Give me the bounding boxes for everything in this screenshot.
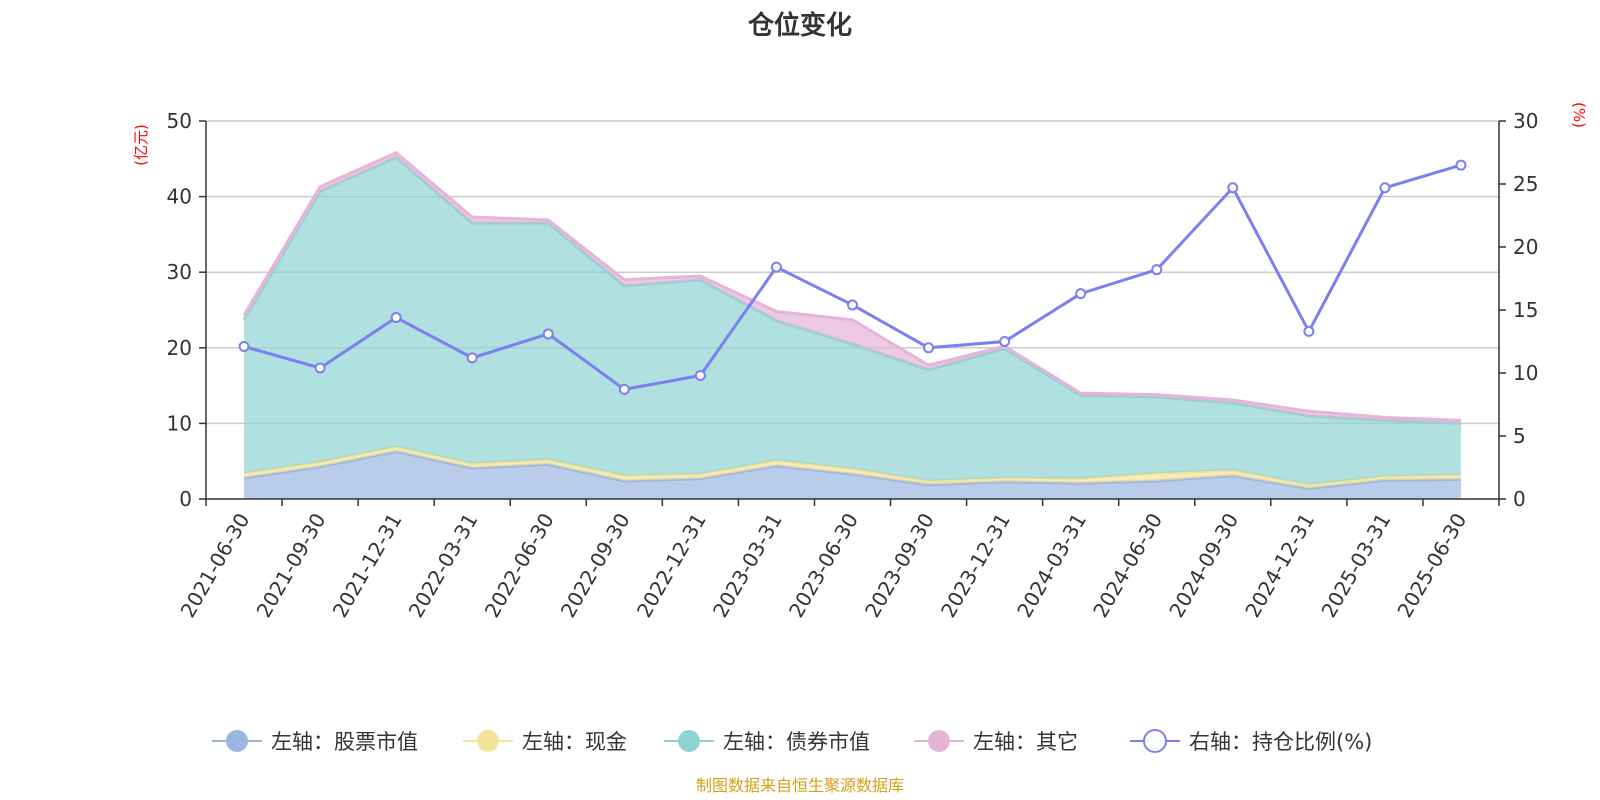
- right-axis-tick-label: 25: [1513, 172, 1538, 196]
- holding-ratio-point: [1227, 182, 1239, 194]
- legend-marker-0: [226, 730, 248, 752]
- holding-ratio-point: [923, 342, 935, 354]
- legend-label-0: 左轴：股票市值: [271, 730, 418, 754]
- x-axis-tick-label: 2025-03-31: [1316, 509, 1395, 622]
- holding-ratio-point: [694, 370, 706, 382]
- holding-ratio-point: [1455, 159, 1467, 171]
- x-axis-tick-label: 2023-09-30: [860, 509, 939, 622]
- legend-label-2: 左轴：债券市值: [723, 730, 870, 754]
- left-axis-unit: (亿元): [132, 124, 150, 166]
- holding-ratio-point: [1303, 325, 1315, 337]
- stacked-areas: [242, 150, 1462, 499]
- right-axis-unit: (%): [1570, 102, 1588, 128]
- x-axis-tick-label: 2022-06-30: [480, 509, 559, 622]
- holding-ratio-point: [1379, 182, 1391, 194]
- legend-marker-3: [928, 730, 950, 752]
- right-axis-tick-label: 30: [1513, 109, 1538, 133]
- legend-label-4: 右轴：持仓比例(%): [1189, 730, 1372, 754]
- left-axis-tick-label: 10: [167, 411, 192, 435]
- legend-marker-4: [1143, 729, 1167, 753]
- holding-ratio-point: [770, 261, 782, 273]
- area-series-1: [244, 446, 1461, 489]
- legend-marker-2: [678, 730, 700, 752]
- x-axis-tick-label: 2025-06-30: [1392, 509, 1471, 622]
- left-axis-tick-label: 0: [179, 487, 192, 511]
- right-axis-tick-label: 0: [1513, 487, 1526, 511]
- holding-ratio-point: [847, 299, 858, 311]
- x-axis-tick-label: 2024-09-30: [1164, 509, 1243, 622]
- x-axis-tick-label: 2021-06-30: [176, 509, 255, 622]
- x-axis-tick-label: 2024-12-31: [1240, 509, 1319, 622]
- area-series-3-edge: [242, 150, 1462, 422]
- x-axis-tick-label: 2024-06-30: [1088, 509, 1167, 622]
- legend-marker-1: [477, 730, 499, 752]
- left-axis-tick-label: 40: [167, 185, 192, 209]
- x-axis-tick-label: 2023-06-30: [784, 509, 863, 622]
- holding-ratio-point: [466, 352, 478, 364]
- x-axis-tick-label: 2023-03-31: [708, 509, 787, 622]
- holding-ratio-point: [238, 341, 250, 353]
- chart-title: 仓位变化: [747, 10, 852, 41]
- holding-ratio-point: [390, 312, 402, 324]
- right-axis-tick-label: 15: [1513, 298, 1538, 322]
- holding-ratio-point: [1075, 288, 1087, 300]
- x-axis-tick-label: 2024-03-31: [1012, 509, 1091, 622]
- right-axis-tick-label: 5: [1513, 424, 1526, 448]
- left-axis-tick-label: 30: [167, 260, 192, 284]
- left-axis-tick-label: 50: [167, 109, 192, 133]
- right-axis-tick-label: 10: [1513, 361, 1538, 385]
- right-axis-tick-label: 20: [1513, 235, 1538, 259]
- x-axis-tick-label: 2022-03-31: [404, 509, 483, 622]
- legend-label-1: 左轴：现金: [522, 730, 627, 754]
- holding-ratio-point: [1151, 264, 1163, 276]
- x-axis-tick-label: 2021-12-31: [328, 509, 407, 622]
- holding-ratio-point: [542, 328, 554, 340]
- left-axis-tick-label: 20: [167, 336, 192, 360]
- legend: 左轴：股票市值 左轴：现金 左轴：债券市值 左轴：其它 右轴：持仓比例(%): [212, 729, 1372, 754]
- data-source-note: 制图数据来自恒生聚源数据库: [696, 776, 904, 795]
- legend-label-3: 左轴：其它: [973, 730, 1078, 754]
- holding-ratio-point: [618, 383, 630, 395]
- x-axis-tick-label: 2023-12-31: [936, 509, 1015, 622]
- holding-ratio-point: [999, 336, 1011, 347]
- holding-ratio-point: [314, 362, 326, 374]
- x-axis-tick-label: 2022-12-31: [632, 509, 711, 622]
- x-axis-tick-label: 2021-09-30: [252, 509, 331, 622]
- area-series-2: [244, 157, 1461, 485]
- x-axis-tick-label: 2022-09-30: [556, 509, 635, 622]
- holding-ratio-series: [238, 159, 1467, 395]
